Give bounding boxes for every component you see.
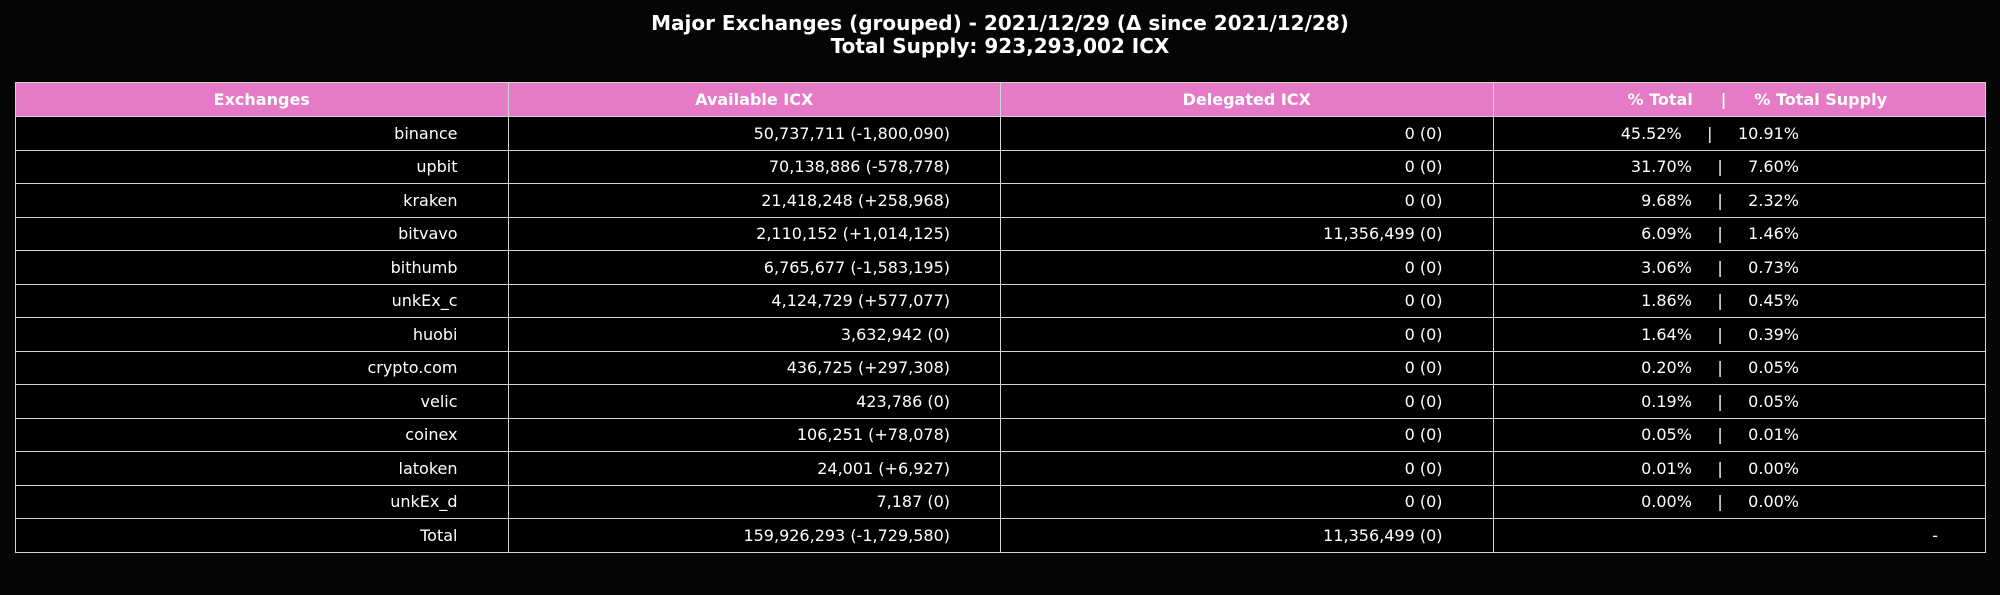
cell-percent: 1.86% | 0.45% [1492, 283, 1986, 318]
cell-available-icx: 423,786 (0) [507, 384, 1001, 419]
cell-available-icx: 24,001 (+6,927) [507, 451, 1001, 486]
table-row: kraken 21,418,248 (+258,968) 0 (0) 9.68% | … [15, 183, 1986, 218]
cell-percent: 31.70% | 7.60% [1492, 149, 1986, 184]
cell-delegated-icx: 0 (0) [1000, 149, 1494, 184]
cell-exchange: velic [15, 384, 509, 419]
cell-available-icx: 6,765,677 (-1,583,195) [507, 250, 1001, 285]
cell-available-icx: 50,737,711 (-1,800,090) [507, 116, 1001, 151]
cell-available-icx: 3,632,942 (0) [507, 317, 1001, 352]
chart-title: Major Exchanges (grouped) - 2021/12/29 (… [0, 12, 2000, 58]
table-row: binance 50,737,711 (-1,800,090) 0 (0) 45.52… [15, 116, 1986, 151]
cell-exchange: coinex [15, 417, 509, 452]
cell-percent: 0.20% | 0.05% [1492, 350, 1986, 385]
cell-delegated-icx: 0 (0) [1000, 250, 1494, 285]
cell-available-icx: 436,725 (+297,308) [507, 350, 1001, 385]
table-row: velic 423,786 (0) 0 (0) 0.19% | 0.05% [15, 384, 1986, 419]
table-row: coinex 106,251 (+78,078) 0 (0) 0.05% | 0.01… [15, 417, 1986, 452]
cell-available-icx: 2,110,152 (+1,014,125) [507, 216, 1001, 251]
table-row: crypto.com 436,725 (+297,308) 0 (0) 0.20% |… [15, 350, 1986, 385]
title-line-2: Total Supply: 923,293,002 ICX [830, 34, 1170, 58]
cell-available-icx: 70,138,886 (-578,778) [507, 149, 1001, 184]
cell-exchange: binance [15, 116, 509, 151]
table-row: latoken 24,001 (+6,927) 0 (0) 0.01% | 0.00% [15, 451, 1986, 486]
cell-delegated-icx: 0 (0) [1000, 183, 1494, 218]
cell-percent: 45.52% | 10.91% [1492, 116, 1986, 151]
cell-exchange: Total [15, 518, 509, 553]
cell-available-icx: 7,187 (0) [507, 484, 1001, 519]
header-exchanges: Exchanges [15, 82, 509, 117]
table-row: upbit 70,138,886 (-578,778) 0 (0) 31.70% | … [15, 149, 1986, 184]
cell-exchange: kraken [15, 183, 509, 218]
table-row: unkEx_c 4,124,729 (+577,077) 0 (0) 1.86% | … [15, 283, 1986, 318]
header-delegated-icx: Delegated ICX [1000, 82, 1494, 117]
cell-delegated-icx: 11,356,499 (0) [1000, 216, 1494, 251]
cell-percent: 1.64% | 0.39% [1492, 317, 1986, 352]
cell-percent: 0.01% | 0.00% [1492, 451, 1986, 486]
cell-delegated-icx: 0 (0) [1000, 283, 1494, 318]
table-row: huobi 3,632,942 (0) 0 (0) 1.64% | 0.39% [15, 317, 1986, 352]
exchanges-table: Exchanges Available ICX Delegated ICX % … [15, 82, 1986, 553]
cell-percent: 0.05% | 0.01% [1492, 417, 1986, 452]
cell-percent: 3.06% | 0.73% [1492, 250, 1986, 285]
cell-exchange: huobi [15, 317, 509, 352]
cell-exchange: bithumb [15, 250, 509, 285]
cell-exchange: bitvavo [15, 216, 509, 251]
cell-percent: 9.68% | 2.32% [1492, 183, 1986, 218]
cell-exchange: latoken [15, 451, 509, 486]
header-available-icx: Available ICX [507, 82, 1001, 117]
cell-exchange: upbit [15, 149, 509, 184]
cell-delegated-icx: 0 (0) [1000, 317, 1494, 352]
cell-delegated-icx: 0 (0) [1000, 484, 1494, 519]
header-row: Exchanges Available ICX Delegated ICX % … [15, 82, 1986, 117]
table-row: bithumb 6,765,677 (-1,583,195) 0 (0) 3.06% … [15, 250, 1986, 285]
cell-percent: 0.19% | 0.05% [1492, 384, 1986, 419]
cell-delegated-icx: 0 (0) [1000, 417, 1494, 452]
cell-delegated-icx: 0 (0) [1000, 350, 1494, 385]
header-percent: % Total | % Total Supply [1492, 82, 1986, 117]
cell-exchange: unkEx_c [15, 283, 509, 318]
cell-available-icx: 21,418,248 (+258,968) [507, 183, 1001, 218]
cell-percent: 0.00% | 0.00% [1492, 484, 1986, 519]
cell-available-icx: 106,251 (+78,078) [507, 417, 1001, 452]
cell-delegated-icx: 11,356,499 (0) [1000, 518, 1494, 553]
cell-delegated-icx: 0 (0) [1000, 384, 1494, 419]
cell-exchange: unkEx_d [15, 484, 509, 519]
table-row: bitvavo 2,110,152 (+1,014,125) 11,356,499 … [15, 216, 1986, 251]
cell-delegated-icx: 0 (0) [1000, 116, 1494, 151]
total-row: Total 159,926,293 (-1,729,580) 11,356,499 … [15, 518, 1986, 553]
cell-exchange: crypto.com [15, 350, 509, 385]
table-row: unkEx_d 7,187 (0) 0 (0) 0.00% | 0.00% [15, 484, 1986, 519]
cell-delegated-icx: 0 (0) [1000, 451, 1494, 486]
cell-percent: 6.09% | 1.46% [1492, 216, 1986, 251]
title-line-1: Major Exchanges (grouped) - 2021/12/29 (… [651, 11, 1349, 35]
cell-available-icx: 159,926,293 (-1,729,580) [507, 518, 1001, 553]
cell-percent: - [1492, 518, 1986, 553]
table-body: binance 50,737,711 (-1,800,090) 0 (0) 45.52… [15, 116, 1986, 553]
cell-available-icx: 4,124,729 (+577,077) [507, 283, 1001, 318]
